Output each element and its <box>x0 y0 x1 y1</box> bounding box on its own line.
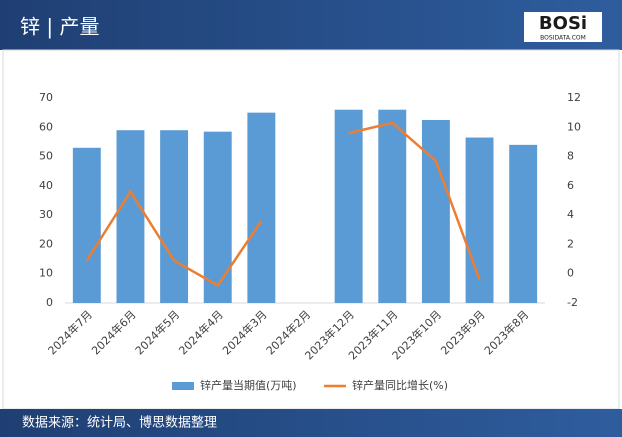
footer-bar <box>0 409 622 437</box>
line <box>348 121 481 281</box>
y-tick-label: 20 <box>39 237 53 250</box>
y2-tick-label: 6 <box>567 179 574 192</box>
x-tick-label: 2023年8月 <box>481 307 531 357</box>
legend-label: 锌产量当期值(万吨) <box>200 378 297 392</box>
y-tick-label: 40 <box>39 179 53 192</box>
y2-tick-label: 0 <box>567 267 574 280</box>
x-tick-label: 2024年6月 <box>88 307 138 357</box>
bar <box>465 137 494 303</box>
bar <box>334 109 363 303</box>
y2-tick-label: 8 <box>567 150 574 163</box>
x-tick-label: 2023年9月 <box>438 307 488 357</box>
y2-tick-label: 10 <box>567 120 581 133</box>
y-tick-label: 60 <box>39 120 53 133</box>
y-tick-label: 0 <box>46 296 53 309</box>
bar <box>203 131 232 303</box>
x-tick-label: 2024年7月 <box>45 307 95 357</box>
bar <box>378 109 407 303</box>
line <box>85 189 263 288</box>
y-tick-label: 70 <box>39 91 53 104</box>
bar <box>116 130 145 303</box>
bar <box>247 112 276 304</box>
bar <box>421 119 450 303</box>
y2-tick-label: 12 <box>567 91 581 104</box>
y2-tick-label: 2 <box>567 237 574 250</box>
bar <box>160 130 189 303</box>
header-title: 锌 | 产量 <box>20 15 99 39</box>
x-tick-label: 2024年5月 <box>132 307 182 357</box>
logo-box <box>524 12 602 42</box>
x-tick-label: 2024年4月 <box>176 307 226 357</box>
y2-tick-label: -2 <box>567 296 578 309</box>
logo-sub: BOSIDATA.COM <box>540 35 586 42</box>
x-tick-label: 2024年3月 <box>219 307 269 357</box>
y-tick-label: 30 <box>39 208 53 221</box>
y-tick-label: 10 <box>39 267 53 280</box>
y-tick-label: 50 <box>39 150 53 163</box>
y2-tick-label: 4 <box>567 208 574 221</box>
bar <box>72 147 101 303</box>
legend-label: 锌产量同比增长(%) <box>352 378 448 392</box>
footer-source: 数据来源：统计局、博思数据整理 <box>22 416 217 431</box>
logo: BOSi <box>539 13 587 34</box>
bar <box>509 144 538 303</box>
header-bar <box>0 0 622 50</box>
legend-swatch <box>172 382 194 390</box>
